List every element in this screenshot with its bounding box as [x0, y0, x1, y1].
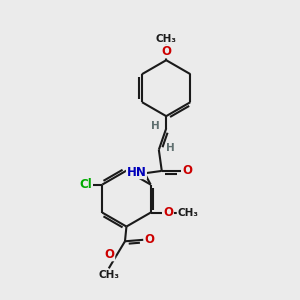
Text: O: O	[182, 164, 192, 177]
Text: O: O	[161, 45, 171, 58]
Text: H: H	[151, 121, 159, 131]
Text: H: H	[166, 143, 174, 153]
Text: HN: HN	[127, 166, 146, 178]
Text: O: O	[145, 233, 155, 246]
Text: O: O	[105, 248, 115, 261]
Text: CH₃: CH₃	[98, 270, 119, 280]
Text: CH₃: CH₃	[156, 34, 177, 44]
Text: Cl: Cl	[80, 178, 92, 191]
Text: CH₃: CH₃	[177, 208, 198, 218]
Text: O: O	[163, 206, 173, 219]
